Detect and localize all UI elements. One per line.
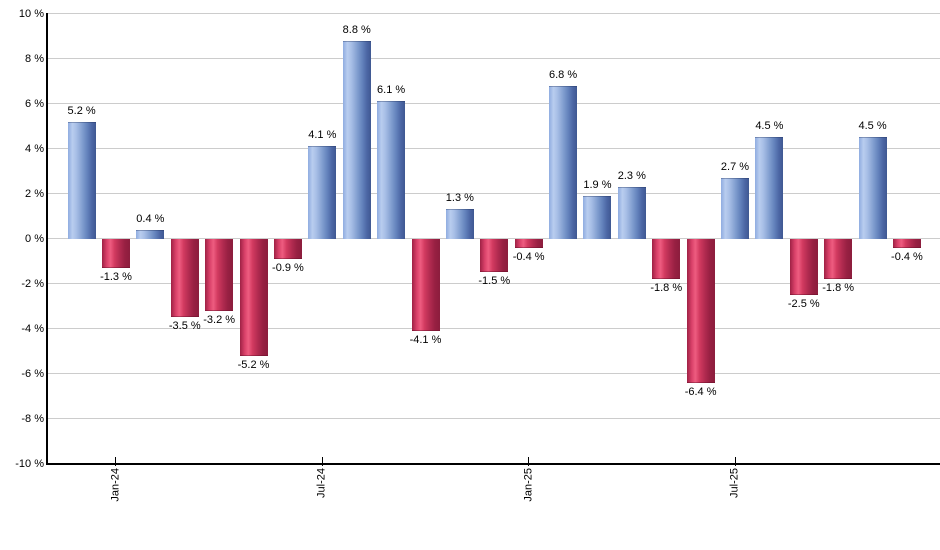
positive-return-bar [308,146,337,239]
bar-value-label: 8.8 % [342,23,371,36]
gridline [46,373,940,374]
x-axis-tick-label: Jan-24 [109,468,122,502]
negative-return-bar [892,238,921,248]
x-axis-line [46,462,940,465]
positive-return-bar [377,101,406,239]
positive-return-bar [755,137,784,239]
positive-return-bar [583,195,612,239]
negative-return-bar [101,238,130,268]
bar-value-label: 2.7 % [720,160,750,173]
negative-return-bar [480,238,509,273]
bar-value-label: -1.8 % [822,282,855,294]
negative-return-bar [652,238,681,279]
bar-value-label: -1.5 % [478,275,511,288]
gridline [46,103,940,104]
x-axis-tick-label: Jul-25 [728,468,741,498]
gridline [46,13,940,14]
bar-value-label: 4.5 % [755,120,784,133]
x-axis-tick-mark [528,457,530,466]
x-axis-tick-mark [321,457,323,466]
bar-value-label: -3.2 % [203,313,236,326]
y-axis-tick-label: 8 % [25,52,44,65]
bar-value-label: 4.1 % [308,129,337,142]
bar-value-label: -2.5 % [787,297,820,310]
y-axis-tick-label: -4 % [21,322,44,335]
bar-value-label: -6.4 % [684,385,717,398]
bar-value-label: -5.2 % [237,358,270,371]
negative-return-bar [205,238,234,311]
bar-value-label: 2.3 % [617,169,646,182]
y-axis-tick-label: 6 % [25,97,44,110]
y-axis-tick-label: -6 % [21,367,44,380]
positive-return-bar [136,229,165,239]
bar-value-label: -0.4 % [512,250,545,263]
positive-return-bar [721,177,749,239]
positive-return-bar [858,137,887,239]
y-axis-tick-label: 0 % [25,232,44,245]
negative-return-bar [789,238,818,295]
bar-value-label: 0.4 % [136,212,165,225]
positive-return-bar [342,40,371,239]
x-axis-tick-mark [734,457,736,466]
gridline [46,283,940,284]
y-axis-tick-label: 2 % [25,187,44,200]
y-axis-tick-label: -2 % [21,277,44,290]
negative-return-bar [824,238,853,279]
bar-value-label: -1.8 % [650,282,683,294]
negative-return-bar [273,238,302,259]
gridline [46,58,940,59]
y-axis-tick-label: 10 % [18,7,44,20]
bar-value-label: 1.9 % [583,178,612,191]
bar-value-label: 4.5 % [858,120,887,133]
y-axis-tick-label: -8 % [21,412,44,425]
y-axis-tick-label: 4 % [25,142,44,155]
negative-return-bar [170,238,199,318]
bar-value-label: -1.3 % [100,270,132,283]
bar-value-label: -0.4 % [891,250,923,263]
negative-return-bar [239,238,268,356]
bar-value-label: -0.9 % [272,261,304,274]
gridline [46,193,940,194]
bar-value-label: -4.1 % [409,333,442,346]
bar-value-label: 5.2 % [67,104,96,117]
gridline [46,328,940,329]
y-axis-line [46,13,48,465]
gridline [46,148,940,149]
positive-return-bar [67,121,96,239]
negative-return-bar [686,238,715,383]
y-axis-tick-label: -10 % [15,457,44,470]
bar-value-label: 6.1 % [377,84,406,97]
bar-value-label: 1.3 % [445,192,474,205]
x-axis-tick-label: Jan-25 [522,468,535,502]
negative-return-bar [411,238,440,331]
positive-return-bar [549,85,578,239]
x-axis-tick-label: Jul-24 [315,468,328,498]
negative-return-bar [514,238,543,248]
positive-return-bar [445,209,474,239]
x-axis-tick-mark [115,457,117,466]
bar-value-label: 6.8 % [548,68,578,81]
gridline [46,418,940,419]
positive-return-bar [617,186,646,239]
bar-value-label: -3.5 % [168,320,201,333]
